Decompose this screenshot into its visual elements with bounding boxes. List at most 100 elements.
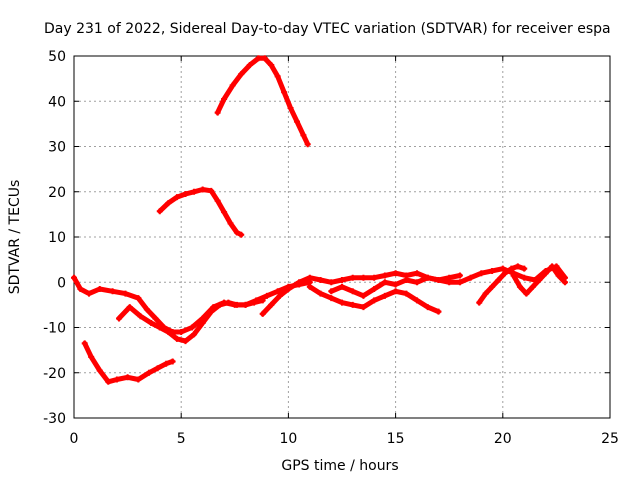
data-point [478, 270, 485, 277]
data-point [173, 335, 180, 342]
data-point [229, 82, 236, 89]
data-point [456, 272, 463, 279]
y-tick-label: -30 [43, 411, 66, 427]
series-arc-1 [214, 55, 311, 148]
series-line [82, 340, 176, 385]
series-line [215, 55, 311, 147]
data-point [495, 276, 502, 283]
y-tick-label: 10 [48, 230, 66, 246]
data-point [529, 283, 536, 290]
data-point [501, 270, 508, 277]
data-point [261, 55, 268, 62]
data-point [116, 315, 123, 322]
data-point [96, 367, 103, 374]
data-point [549, 263, 556, 270]
data-point [276, 292, 283, 299]
x-tick-label: 25 [601, 431, 619, 447]
data-point [414, 297, 421, 304]
data-point [199, 319, 206, 326]
data-point [489, 283, 496, 290]
data-point [233, 229, 240, 236]
data-point [259, 310, 266, 317]
data-point [489, 267, 496, 274]
data-point [414, 270, 421, 277]
data-point [403, 276, 410, 283]
data-point [514, 263, 521, 270]
data-point [339, 299, 345, 306]
data-point [328, 279, 335, 286]
data-point [516, 283, 523, 290]
data-point [191, 188, 198, 195]
data-point [317, 276, 324, 283]
data-point [555, 272, 562, 279]
data-point [414, 279, 421, 286]
data-point [403, 290, 410, 297]
data-point [154, 365, 161, 372]
series-layer [71, 55, 568, 385]
data-point [446, 279, 453, 286]
data-point [521, 274, 528, 281]
data-point [251, 299, 258, 306]
data-point [135, 376, 142, 383]
data-point [381, 279, 388, 286]
data-point [81, 340, 88, 347]
data-point [71, 274, 77, 281]
data-point [163, 360, 170, 367]
data-point [238, 231, 245, 238]
y-tick-label: 20 [48, 185, 66, 201]
data-point [208, 187, 215, 194]
data-point [349, 301, 356, 308]
data-point [371, 274, 378, 281]
data-point [304, 141, 311, 148]
data-point [371, 286, 378, 293]
data-point [392, 270, 399, 277]
data-point [306, 274, 313, 281]
data-point [467, 274, 474, 281]
data-point [371, 297, 378, 304]
data-point [227, 220, 234, 227]
data-point [143, 306, 150, 313]
data-point [96, 286, 103, 293]
plot-frame [73, 55, 611, 419]
data-point [165, 200, 172, 207]
data-point [392, 281, 399, 288]
data-point [510, 272, 517, 279]
data-point [482, 290, 489, 297]
data-point [542, 270, 549, 277]
series-arc-10 [510, 263, 568, 297]
axis-ticks: 0 5 10 15 20 25 -30 -20 -10 0 10 20 30 40 50 [43, 49, 619, 447]
data-point [221, 95, 228, 102]
data-point [306, 283, 313, 290]
data-point [287, 105, 294, 112]
data-point [328, 295, 335, 302]
data-point [263, 292, 270, 299]
data-point [268, 62, 275, 69]
data-point [156, 324, 163, 331]
x-tick-label: 5 [177, 431, 186, 447]
data-point [424, 304, 431, 311]
data-point [274, 73, 281, 80]
data-point [86, 290, 93, 297]
series-arc-9 [476, 263, 528, 306]
data-point [137, 313, 144, 320]
data-point [216, 301, 223, 308]
data-point [317, 290, 324, 297]
series-arc-5 [116, 297, 266, 345]
series-arc-7 [306, 283, 442, 315]
data-point [499, 265, 506, 272]
data-point [233, 301, 240, 308]
data-point [246, 62, 253, 69]
data-point [424, 274, 431, 281]
data-point [208, 308, 215, 315]
data-point [285, 286, 292, 293]
y-tick-label: 30 [48, 140, 66, 156]
data-point [381, 292, 388, 299]
data-point [221, 209, 228, 216]
data-point [293, 118, 300, 125]
data-point [182, 338, 189, 345]
data-point [536, 276, 543, 283]
y-tick-label: -10 [43, 321, 66, 337]
series-arc-2 [156, 186, 245, 238]
data-point [242, 301, 249, 308]
